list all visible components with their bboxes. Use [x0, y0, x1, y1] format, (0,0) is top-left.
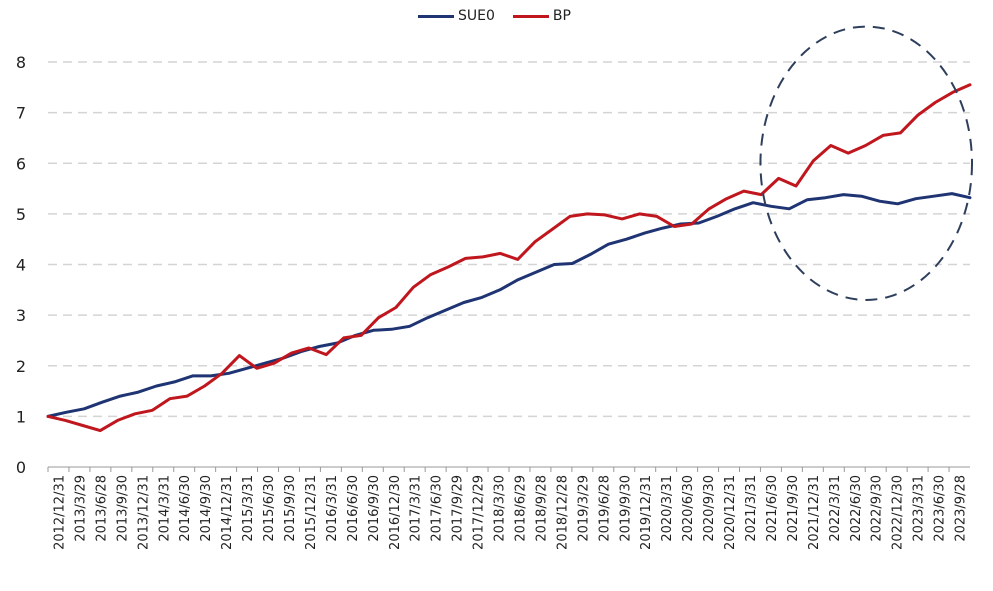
x-tick-label-30: 2020/6/30	[681, 475, 696, 542]
series-group	[46, 83, 972, 433]
x-axis: 2012/12/31 2013/3/29 2013/6/28 2013/9/30 201…	[47, 466, 970, 550]
annotation-ellipse-0	[759, 25, 974, 301]
x-tick-label-24: 2018/12/28	[555, 475, 570, 550]
y-tick-label-7: 7	[16, 104, 26, 123]
x-tick-label-0: 2012/12/31	[52, 475, 67, 550]
x-tick-label-6: 2014/6/30	[178, 475, 193, 542]
x-tick-label-37: 2022/3/31	[828, 475, 843, 542]
x-tick-label-10: 2015/6/30	[262, 475, 277, 542]
legend-item-sue0: SUE0	[418, 8, 495, 24]
y-tick-label-3: 3	[16, 306, 26, 325]
x-tick-label-35: 2021/9/30	[786, 475, 801, 542]
x-tick-label-12: 2015/12/31	[304, 475, 319, 550]
x-tick-label-13: 2016/3/31	[325, 475, 340, 542]
x-tick-label-25: 2019/3/29	[576, 475, 591, 542]
x-tick-label-21: 2018/3/30	[493, 475, 508, 542]
x-tick-label-26: 2019/6/28	[597, 475, 612, 542]
y-tick-label-1: 1	[16, 407, 26, 426]
x-tick-label-1: 2013/3/29	[73, 475, 88, 542]
x-tick-label-9: 2015/3/31	[241, 475, 256, 542]
x-tick-label-11: 2015/9/30	[283, 475, 298, 542]
gridlines	[48, 61, 970, 418]
annotation-group	[759, 25, 974, 301]
x-tick-label-23: 2018/9/28	[534, 475, 549, 542]
y-tick-label-5: 5	[16, 205, 26, 224]
x-tick-label-31: 2020/9/30	[702, 475, 717, 542]
legend-swatch-bp	[512, 14, 549, 18]
y-tick-label-0: 0	[16, 458, 26, 477]
legend: SUE0 BP	[418, 8, 571, 24]
x-tick-label-27: 2019/9/30	[618, 475, 633, 542]
x-tick-label-14: 2016/6/30	[346, 475, 361, 542]
x-tick-label-28: 2019/12/31	[639, 475, 654, 550]
x-tick-label-33: 2021/3/31	[744, 475, 759, 542]
x-tick-label-3: 2013/9/30	[115, 475, 130, 542]
x-tick-label-2: 2013/6/28	[94, 475, 109, 542]
x-tick-label-15: 2016/9/30	[367, 475, 382, 542]
x-tick-label-20: 2017/12/29	[472, 475, 487, 550]
y-tick-label-4: 4	[16, 256, 26, 275]
x-tick-label-40: 2022/12/30	[891, 475, 906, 550]
x-tick-label-19: 2017/9/29	[451, 475, 466, 542]
x-tick-label-36: 2021/12/31	[807, 475, 822, 550]
x-tick-label-39: 2022/9/30	[870, 475, 885, 542]
legend-label-bp: BP	[552, 8, 571, 24]
legend-item-bp: BP	[512, 8, 571, 24]
x-tick-label-22: 2018/6/29	[513, 475, 528, 542]
y-tick-label-6: 6	[16, 154, 26, 173]
x-tick-label-8: 2014/12/31	[220, 475, 235, 550]
legend-swatch-sue0	[418, 14, 454, 18]
x-tick-label-5: 2014/3/31	[157, 475, 172, 542]
series-line-sue0	[46, 192, 972, 418]
x-tick-label-34: 2021/6/30	[765, 475, 780, 542]
x-tick-label-41: 2023/3/31	[912, 475, 927, 542]
x-tick-label-16: 2016/12/30	[388, 475, 403, 550]
series-line-bp	[46, 83, 972, 433]
x-tick-label-17: 2017/3/31	[409, 475, 424, 542]
x-tick-label-4: 2013/12/31	[136, 475, 151, 550]
y-tick-label-8: 8	[16, 53, 26, 72]
x-tick-label-38: 2022/6/30	[849, 475, 864, 542]
x-tick-label-32: 2020/12/31	[723, 475, 738, 550]
x-tick-label-18: 2017/6/30	[430, 475, 445, 542]
y-axis: 0 1 2 3 4 5 6 7 8	[16, 53, 26, 477]
legend-label-sue0: SUE0	[458, 8, 495, 24]
y-tick-label-2: 2	[16, 357, 26, 376]
x-tick-label-42: 2023/6/30	[933, 475, 948, 542]
x-tick-label-29: 2020/3/31	[660, 475, 675, 542]
x-tick-label-43: 2023/9/28	[954, 475, 969, 542]
x-tick-label-7: 2014/9/30	[199, 475, 214, 542]
